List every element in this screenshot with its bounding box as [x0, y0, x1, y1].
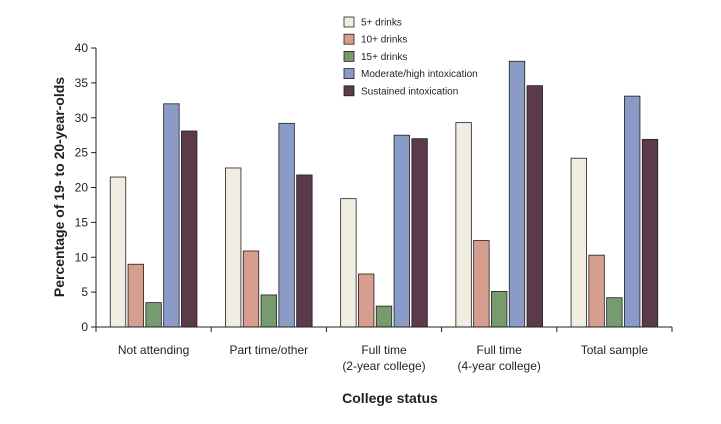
bar	[242, 250, 260, 328]
bar	[163, 103, 180, 328]
y-tick-label: 0	[81, 320, 88, 334]
y-tick-label: 20	[75, 181, 89, 195]
bar	[181, 130, 198, 328]
y-axis-title: Percentage of 19- to 20-year-olds	[51, 77, 67, 297]
bar	[491, 291, 508, 328]
bar	[570, 157, 587, 328]
category-label: Not attending	[118, 343, 189, 357]
y-tick-label: 25	[75, 146, 89, 160]
bar	[225, 167, 242, 328]
bar	[127, 263, 144, 328]
bar	[260, 294, 277, 328]
legend-label: Sustained intoxication	[361, 86, 458, 97]
bar	[473, 240, 490, 328]
bar	[624, 95, 641, 328]
legend-label: 10+ drinks	[361, 35, 407, 46]
y-tick-label: 5	[81, 285, 88, 299]
x-axis: Not attending Part time/other Full time (2-…	[95, 326, 673, 373]
bar	[358, 273, 375, 328]
legend: 5+ drinks 10+ drinks 15+ drinks Moderate/hi…	[343, 16, 478, 97]
bar	[526, 85, 543, 328]
y-tick-label: 10	[75, 250, 89, 264]
legend-swatch	[343, 68, 355, 79]
bar	[375, 305, 393, 328]
y-tick-label: 30	[75, 111, 89, 125]
legend-swatch	[343, 16, 355, 28]
legend-label: 15+ drinks	[361, 52, 407, 63]
bar	[455, 122, 472, 328]
legend-swatch	[343, 85, 355, 97]
bar	[411, 138, 428, 328]
legend-label: 5+ drinks	[361, 18, 402, 29]
bar	[606, 297, 623, 328]
category-label: Full time (2-year college)	[342, 343, 425, 373]
category-label: Total sample	[581, 343, 649, 357]
bar	[145, 302, 162, 328]
y-axis: 0 5 10 15 20 25 30 35 40	[75, 41, 97, 334]
bar	[296, 174, 313, 328]
bar	[340, 198, 357, 328]
legend-swatch	[343, 51, 355, 62]
y-tick-label: 15	[75, 215, 89, 229]
legend-swatch	[343, 33, 355, 45]
category-label: Full time (4-year college)	[458, 343, 541, 373]
legend-label: Moderate/high intoxication	[361, 69, 478, 80]
bar	[588, 254, 605, 328]
bar	[508, 60, 526, 328]
category-label: Part time/other	[229, 343, 308, 357]
bar	[641, 138, 659, 328]
y-tick-label: 40	[75, 41, 89, 55]
y-tick-label: 35	[75, 76, 89, 90]
bar	[393, 134, 410, 328]
bar	[109, 176, 127, 328]
bars	[109, 60, 659, 328]
bar	[278, 122, 295, 328]
x-axis-title: College status	[342, 390, 438, 406]
